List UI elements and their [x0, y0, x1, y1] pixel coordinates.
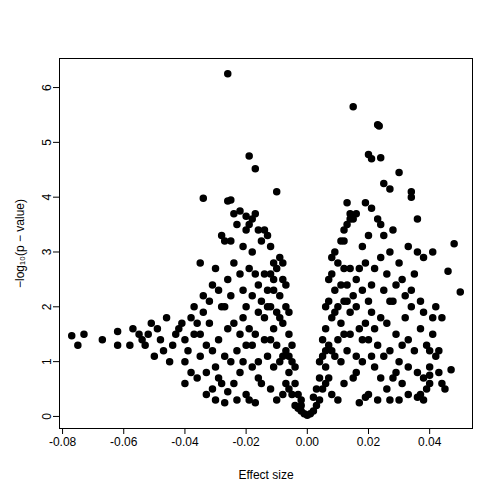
- svg-text:0.04: 0.04: [418, 435, 442, 449]
- svg-text:6: 6: [40, 84, 54, 91]
- svg-text:-0.08: -0.08: [49, 435, 77, 449]
- svg-text:0.00: 0.00: [296, 435, 320, 449]
- svg-text:1: 1: [40, 358, 54, 365]
- svg-text:-0.06: -0.06: [110, 435, 138, 449]
- svg-text:−log₁₀(p − value): −log₁₀(p − value): [13, 199, 27, 288]
- svg-text:0.02: 0.02: [357, 435, 381, 449]
- svg-text:3: 3: [40, 248, 54, 255]
- svg-text:2: 2: [40, 303, 54, 310]
- svg-text:-0.04: -0.04: [171, 435, 199, 449]
- svg-text:-0.02: -0.02: [232, 435, 260, 449]
- svg-text:5: 5: [40, 139, 54, 146]
- svg-text:4: 4: [40, 194, 54, 201]
- svg-text:Effect size: Effect size: [238, 468, 293, 482]
- svg-text:0: 0: [40, 413, 54, 420]
